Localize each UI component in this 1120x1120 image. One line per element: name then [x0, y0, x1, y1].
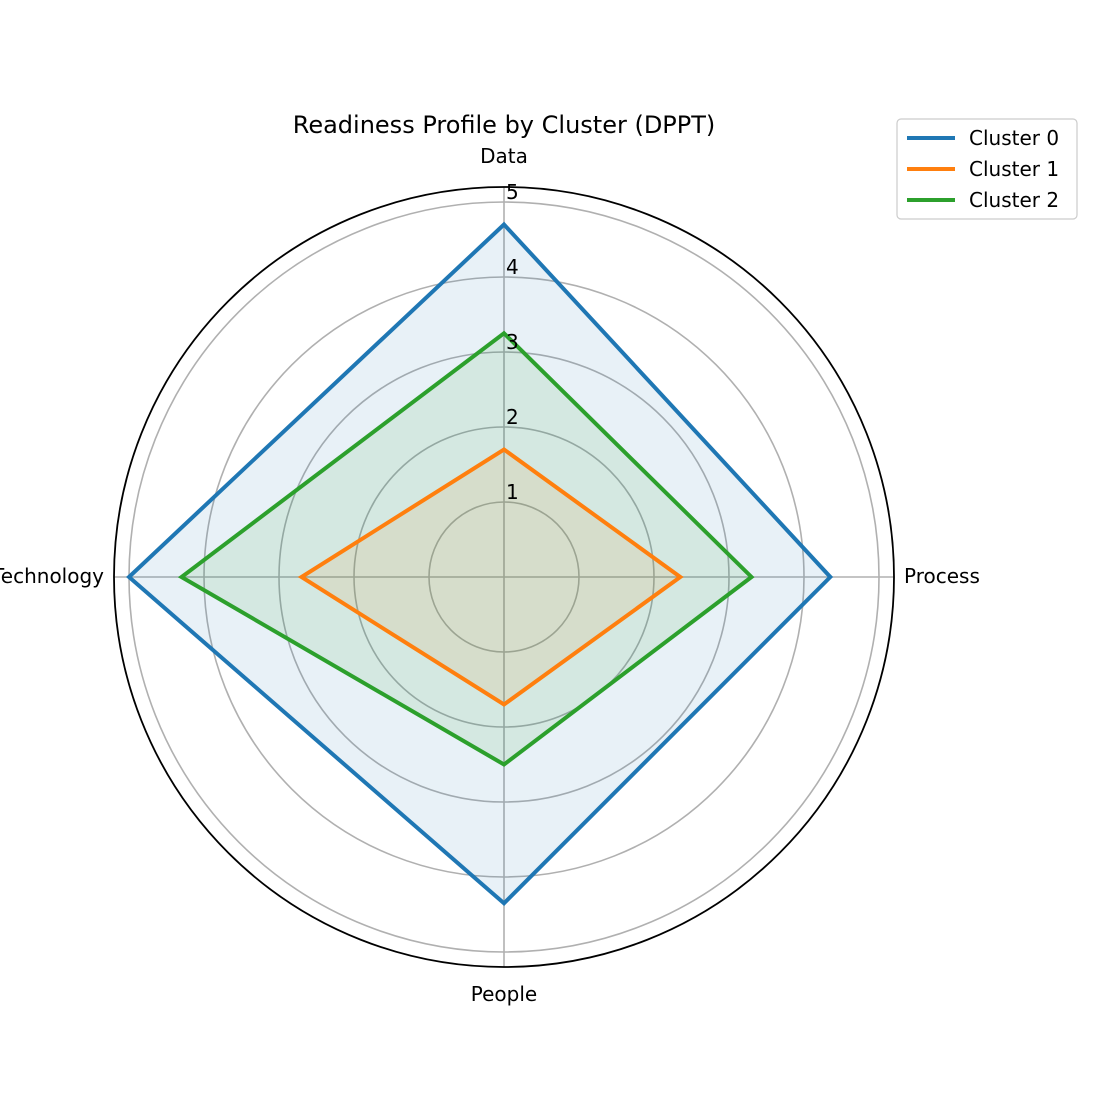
series-fill — [181, 333, 752, 765]
r-tick-label: 2 — [506, 405, 519, 429]
outer-frame — [113, 186, 895, 968]
label-layer: 1 2 3 4 5 Data Process People Technology — [0, 144, 980, 1006]
series-line — [297, 447, 684, 707]
series-fill — [301, 449, 681, 705]
series-line — [126, 221, 834, 907]
legend-entry-label: Cluster 1 — [969, 157, 1059, 181]
legend: Cluster 0 Cluster 1 Cluster 2 — [896, 118, 1078, 220]
series-line — [177, 330, 755, 767]
series-fill — [129, 224, 831, 904]
r-tick-label: 5 — [506, 180, 519, 204]
line-layer — [126, 221, 834, 907]
axis-category-label: Process — [904, 564, 980, 588]
axis-category-label: Data — [480, 144, 528, 168]
r-tick-label: 1 — [506, 480, 519, 504]
r-tick-label: 3 — [506, 330, 519, 354]
r-tick-label: 4 — [506, 255, 519, 279]
legend-box — [896, 118, 1078, 220]
legend-entry-label: Cluster 2 — [969, 188, 1059, 212]
chart-title: Readiness Profile by Cluster (DPPT) — [293, 111, 716, 139]
fill-layer — [129, 224, 831, 904]
legend-entry-label: Cluster 0 — [969, 126, 1059, 150]
axis-category-label: Technology — [0, 564, 104, 588]
axis-category-label: People — [471, 982, 537, 1006]
